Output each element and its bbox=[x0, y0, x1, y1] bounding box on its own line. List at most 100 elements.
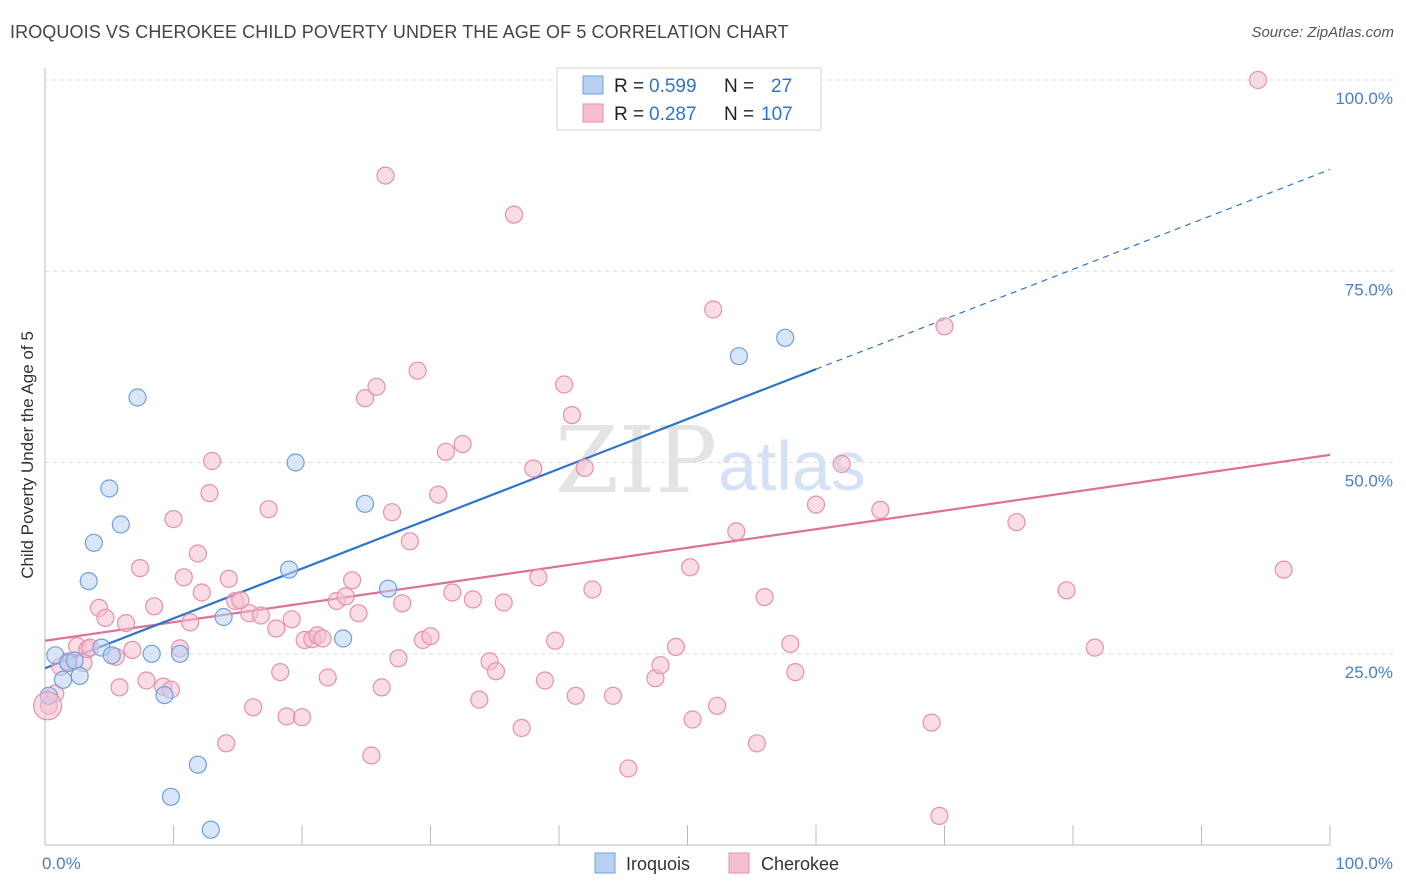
legend-r-value-cherokee: 0.287 bbox=[649, 104, 697, 125]
cherokee-point-99 bbox=[930, 806, 949, 826]
cherokee-point-34 bbox=[259, 500, 278, 519]
iroquois-point-20 bbox=[280, 560, 299, 579]
cherokee-point-104 bbox=[1248, 70, 1268, 90]
iroquois-point-19 bbox=[161, 787, 180, 806]
iroquois-point-16 bbox=[188, 755, 207, 774]
legend-swatch-iroquois bbox=[582, 75, 604, 95]
cherokee-point-54 bbox=[382, 503, 402, 522]
iroquois-point-7 bbox=[84, 533, 103, 552]
cherokee-point-43 bbox=[313, 629, 332, 648]
cherokee-point-62 bbox=[436, 442, 455, 461]
cherokee-point-103 bbox=[1085, 638, 1104, 657]
iroquois-point-26 bbox=[776, 328, 795, 347]
cherokee-point-102 bbox=[1057, 581, 1076, 600]
cherokee-point-79 bbox=[575, 458, 594, 477]
cherokee-point-26 bbox=[203, 451, 222, 471]
legend-swatch-cherokee bbox=[582, 103, 604, 123]
cherokee-point-66 bbox=[470, 690, 489, 709]
iroquois-point-9 bbox=[100, 479, 119, 498]
cherokee-point-32 bbox=[244, 698, 263, 717]
cherokee-point-105 bbox=[1274, 560, 1293, 579]
cherokee-point-90 bbox=[727, 522, 746, 541]
cherokee-point-76 bbox=[554, 375, 574, 394]
iroquois-point-17 bbox=[201, 820, 220, 839]
legend-n-label-iroquois: N = bbox=[724, 76, 754, 97]
cherokee-point-11 bbox=[110, 678, 129, 697]
cherokee-point-101 bbox=[1007, 513, 1026, 532]
y-tick-label-1: 50.0% bbox=[1345, 472, 1393, 491]
cherokee-point-46 bbox=[336, 587, 355, 606]
cherokee-point-57 bbox=[400, 532, 419, 551]
cherokee-point-53 bbox=[376, 166, 395, 185]
legend-n-value-iroquois: 27 bbox=[771, 76, 792, 97]
iroquois-point-14 bbox=[155, 685, 174, 705]
cherokee-point-24 bbox=[192, 583, 211, 602]
cherokee-point-19 bbox=[164, 509, 183, 529]
cherokee-point-58 bbox=[408, 361, 427, 380]
iroquois-point-10 bbox=[102, 646, 121, 665]
cherokee-point-92 bbox=[755, 587, 774, 607]
cherokee-point-65 bbox=[463, 590, 482, 609]
cherokee-point-27 bbox=[217, 734, 236, 753]
cherokee-point-50 bbox=[362, 746, 381, 765]
cherokee-point-74 bbox=[535, 671, 555, 690]
iroquois-point-15 bbox=[170, 644, 189, 663]
cherokee-point-14 bbox=[131, 558, 150, 578]
series-legend: Iroquois Cherokee bbox=[594, 852, 839, 874]
cherokee-point-77 bbox=[562, 406, 582, 425]
cherokee-point-94 bbox=[786, 662, 805, 682]
iroquois-point-25 bbox=[729, 347, 749, 366]
cherokee-point-9 bbox=[96, 608, 115, 627]
cherokee-point-86 bbox=[680, 558, 700, 577]
y-axis-label: Child Poverty Under the Age of 5 bbox=[18, 331, 37, 579]
cherokee-point-88 bbox=[704, 300, 723, 319]
cherokee-point-89 bbox=[707, 696, 727, 715]
cherokee-point-30 bbox=[231, 591, 250, 610]
cherokee-point-37 bbox=[277, 707, 296, 726]
legend-n-value-cherokee: 107 bbox=[761, 104, 793, 125]
iroquois-trend-line bbox=[44, 368, 817, 670]
cherokee-point-71 bbox=[512, 718, 531, 738]
cherokee-point-100 bbox=[935, 317, 954, 336]
cherokee-point-73 bbox=[529, 568, 548, 587]
iroquois-point-13 bbox=[142, 644, 161, 663]
cherokee-point-97 bbox=[871, 500, 890, 519]
cherokee-point-87 bbox=[683, 710, 702, 729]
cherokee-point-75 bbox=[545, 631, 565, 650]
cherokee-point-84 bbox=[651, 656, 670, 675]
bottom-legend-label-cherokee: Cherokee bbox=[761, 854, 839, 874]
cherokee-point-69 bbox=[494, 593, 513, 612]
legend-r-label-iroquois: R = bbox=[614, 76, 644, 97]
cherokee-point-64 bbox=[453, 435, 472, 454]
chart-title: IROQUOIS VS CHEROKEE CHILD POVERTY UNDER… bbox=[10, 22, 789, 42]
bottom-legend-swatch-iroquois bbox=[594, 852, 616, 874]
data-points bbox=[32, 70, 1293, 839]
bottom-legend-swatch-cherokee bbox=[728, 852, 750, 874]
cherokee-point-63 bbox=[443, 583, 462, 602]
cherokee-point-13 bbox=[123, 640, 142, 660]
cherokee-point-47 bbox=[343, 571, 362, 590]
iroquois-point-24 bbox=[379, 579, 398, 598]
cherokee-point-85 bbox=[666, 637, 686, 657]
cherokee-point-28 bbox=[219, 569, 238, 588]
cherokee-point-93 bbox=[781, 634, 800, 653]
x-tick-label-1: 100.0% bbox=[1335, 854, 1393, 873]
iroquois-point-23 bbox=[355, 494, 375, 513]
cherokee-point-68 bbox=[486, 662, 506, 681]
iroquois-point-4 bbox=[65, 651, 84, 670]
cherokee-point-95 bbox=[806, 495, 826, 514]
iroquois-point-22 bbox=[334, 629, 353, 648]
cherokee-point-36 bbox=[271, 662, 290, 682]
cherokee-point-56 bbox=[393, 594, 412, 613]
iroquois-point-12 bbox=[128, 388, 147, 407]
x-tick-label-0: 0.0% bbox=[42, 854, 81, 873]
cherokee-point-70 bbox=[504, 205, 524, 224]
cherokee-point-25 bbox=[200, 484, 219, 503]
cherokee-point-72 bbox=[524, 459, 543, 478]
legend-r-label-cherokee: R = bbox=[614, 104, 644, 125]
bottom-legend-label-iroquois: Iroquois bbox=[626, 854, 690, 874]
cherokee-point-80 bbox=[583, 580, 602, 599]
legend-n-label-cherokee: N = bbox=[724, 104, 754, 125]
cherokee-point-61 bbox=[429, 485, 448, 504]
